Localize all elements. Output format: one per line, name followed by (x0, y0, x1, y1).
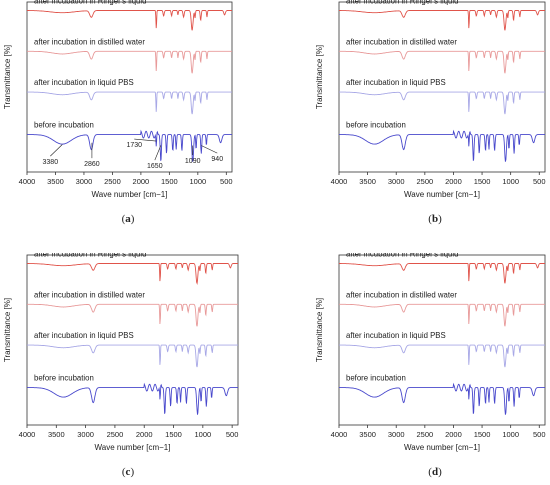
caption-a: (a) (121, 213, 135, 225)
series-line-ringer (339, 263, 545, 284)
plot-frame (338, 254, 546, 426)
series-line-water (339, 50, 545, 74)
series-line-water (339, 303, 545, 327)
plot-frame (26, 254, 239, 426)
annotation-label: 1090 (185, 158, 201, 165)
x-tick-label: 2000 (133, 177, 150, 186)
annotation-label: 1730 (126, 142, 142, 149)
x-tick-label: 500 (226, 430, 239, 439)
x-tick-label: 3500 (359, 430, 376, 439)
series-line-before (27, 382, 238, 415)
x-tick-label: 3500 (359, 177, 376, 186)
x-tick-label: 1500 (165, 430, 182, 439)
x-tick-label: 3000 (388, 430, 405, 439)
annotation-label: 3380 (43, 159, 59, 166)
x-tick-label: 2000 (136, 430, 153, 439)
caption-d: (d) (428, 466, 442, 478)
x-tick-label: 1000 (189, 177, 206, 186)
x-tick-label: 4000 (331, 430, 348, 439)
caption-c: (c) (121, 466, 135, 478)
series-line-water (27, 50, 232, 74)
caption-b: (b) (428, 213, 442, 225)
x-tick-label: 500 (220, 177, 233, 186)
series-label-before: before incubation (346, 374, 406, 383)
x-tick-label: 2000 (445, 430, 462, 439)
chart-panel-a: 4000 3500 3000 2500 2000 1500 1000 500 Wave numb… (3, 0, 233, 199)
series-label-ringer: after incubation in Ringer's liquid (346, 0, 458, 6)
x-tick-label: 2500 (104, 177, 121, 186)
series-label-ringer: after incubation in Ringer's liquid (34, 0, 146, 6)
y-axis-label: Transmittance [%] (315, 45, 324, 109)
chart-panel-d: 4000 3500 3000 2500 2000 1500 1000 500 Wave numb… (315, 253, 546, 452)
series-label-before: before incubation (346, 121, 406, 130)
series-label-ringer: after incubation in Ringer's liquid (34, 253, 146, 259)
series-line-before (27, 129, 232, 162)
x-tick-label: 1500 (161, 177, 178, 186)
series-label-before: before incubation (34, 374, 94, 383)
x-tick-label: 3000 (77, 430, 94, 439)
series-label-ringer: after incubation in Ringer's liquid (346, 253, 458, 259)
x-tick-label: 2000 (445, 177, 462, 186)
series-label-water: after incubation in distilled water (346, 290, 457, 299)
x-tick-label: 1000 (502, 177, 519, 186)
chart-panel-c: 4000 3500 3000 2500 2000 1500 1000 500 Wave numb… (3, 253, 239, 452)
series-label-pbs: after incubation in liquid PBS (346, 78, 446, 87)
plot-frame (26, 1, 233, 173)
x-tick-label: 2500 (107, 430, 124, 439)
x-tick-label: 1000 (502, 430, 519, 439)
x-tick-label: 2500 (416, 430, 433, 439)
y-axis-label: Transmittance [%] (3, 298, 12, 362)
series-label-water: after incubation in distilled water (346, 37, 457, 46)
series-line-pbs (27, 91, 232, 115)
annotation-label: 1650 (147, 163, 163, 170)
annotation-leader (201, 145, 218, 154)
annotation-leader (154, 145, 162, 161)
x-tick-label: 3500 (48, 430, 65, 439)
x-tick-label: 4000 (331, 177, 348, 186)
series-label-water: after incubation in distilled water (34, 290, 145, 299)
annotation-label: 2860 (84, 161, 100, 168)
y-axis-label: Transmittance [%] (315, 298, 324, 362)
x-tick-label: 1000 (194, 430, 211, 439)
series-line-ringer (339, 10, 545, 31)
series-label-pbs: after incubation in liquid PBS (34, 331, 134, 340)
x-tick-label: 1500 (474, 177, 491, 186)
x-tick-label: 4000 (19, 430, 36, 439)
series-line-water (27, 303, 238, 327)
series-line-before (339, 129, 545, 162)
annotation-label: 940 (211, 156, 223, 163)
x-tick-label: 2500 (416, 177, 433, 186)
annotation-leader (50, 144, 63, 157)
series-label-before: before incubation (34, 121, 94, 130)
x-tick-label: 500 (533, 430, 546, 439)
x-axis-label: Wave number [cm−1] (404, 443, 480, 452)
x-axis-label: Wave number [cm−1] (92, 190, 168, 199)
series-line-ringer (27, 10, 232, 31)
x-tick-label: 3000 (76, 177, 93, 186)
y-axis-label: Transmittance [%] (3, 45, 12, 109)
x-axis-label: Wave number [cm−1] (404, 190, 480, 199)
annotation-leader (134, 138, 157, 142)
chart-panel-b: 4000 3500 3000 2500 2000 1500 1000 500 Wave numb… (315, 0, 546, 199)
series-line-pbs (339, 91, 545, 115)
plot-frame (338, 1, 546, 173)
series-label-pbs: after incubation in liquid PBS (34, 78, 134, 87)
series-line-pbs (27, 344, 238, 368)
series-line-pbs (339, 344, 545, 368)
series-label-water: after incubation in distilled water (34, 37, 145, 46)
series-line-ringer (27, 263, 238, 285)
x-tick-label: 4000 (19, 177, 36, 186)
series-label-pbs: after incubation in liquid PBS (346, 331, 446, 340)
x-axis-label: Wave number [cm−1] (95, 443, 171, 452)
x-tick-label: 3500 (47, 177, 64, 186)
x-tick-label: 3000 (388, 177, 405, 186)
x-tick-label: 1500 (474, 430, 491, 439)
x-tick-label: 500 (533, 177, 546, 186)
series-line-before (339, 382, 545, 415)
